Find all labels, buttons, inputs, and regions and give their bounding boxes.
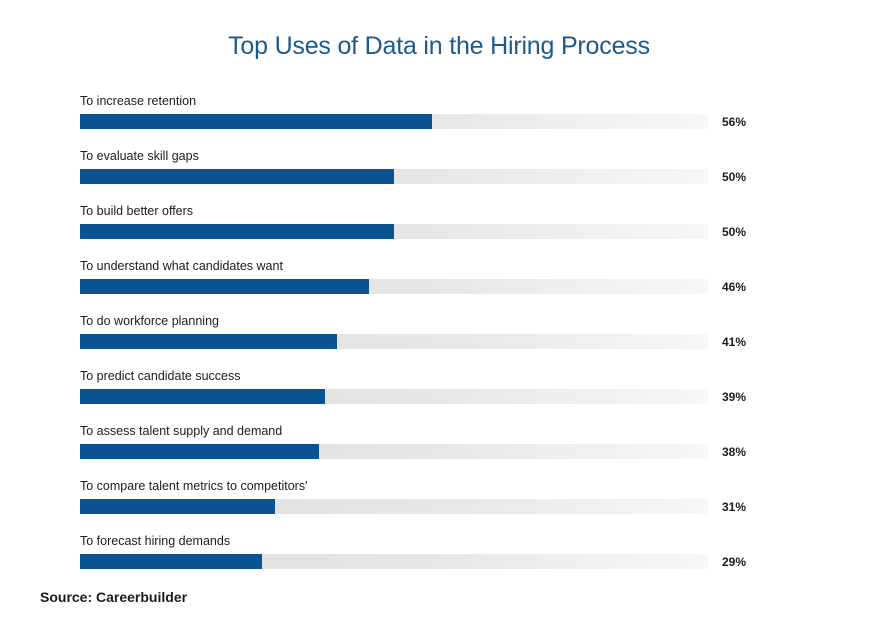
value-label: 39% bbox=[722, 390, 747, 404]
category-label: To forecast hiring demands bbox=[80, 534, 231, 548]
category-label: To increase retention bbox=[80, 94, 197, 108]
value-label: 41% bbox=[722, 335, 747, 349]
value-label: 56% bbox=[722, 115, 747, 129]
value-label: 46% bbox=[722, 280, 747, 294]
value-label: 38% bbox=[722, 445, 747, 459]
value-label: 31% bbox=[722, 500, 747, 514]
bar-track bbox=[80, 499, 708, 514]
bar-row: To predict candidate success 39% bbox=[80, 369, 780, 424]
bar bbox=[80, 114, 432, 129]
bar-row: To evaluate skill gaps 50% bbox=[80, 149, 780, 204]
source-note: Source: Careerbuilder bbox=[40, 589, 188, 605]
bar-track bbox=[80, 224, 708, 239]
bar bbox=[80, 279, 369, 294]
category-label: To build better offers bbox=[80, 204, 194, 218]
bar-chart: To increase retention 56% To evaluate skil… bbox=[80, 94, 780, 589]
value-label: 50% bbox=[722, 225, 747, 239]
category-label: To evaluate skill gaps bbox=[80, 149, 199, 163]
bar bbox=[80, 499, 275, 514]
bar-track bbox=[80, 334, 708, 349]
value-label: 50% bbox=[722, 170, 747, 184]
bar bbox=[80, 389, 325, 404]
bar-track bbox=[80, 554, 708, 569]
bar bbox=[80, 224, 394, 239]
category-label: To predict candidate success bbox=[80, 369, 241, 383]
bar-row: To forecast hiring demands 29% bbox=[80, 534, 780, 589]
bar-row: To increase retention 56% bbox=[80, 94, 780, 149]
bar bbox=[80, 444, 319, 459]
bar-row: To build better offers 50% bbox=[80, 204, 780, 259]
bar-track bbox=[80, 169, 708, 184]
value-label: 29% bbox=[722, 555, 747, 569]
bar-row: To assess talent supply and demand 38% bbox=[80, 424, 780, 479]
category-label: To assess talent supply and demand bbox=[80, 424, 283, 438]
bar-track bbox=[80, 279, 708, 294]
bar bbox=[80, 169, 394, 184]
bar-track bbox=[80, 114, 708, 129]
chart-title: Top Uses of Data in the Hiring Process bbox=[228, 32, 650, 60]
bar bbox=[80, 334, 338, 349]
bar-track bbox=[80, 444, 708, 459]
bar-track bbox=[80, 389, 708, 404]
category-label: To compare talent metrics to competitors… bbox=[80, 479, 308, 493]
bar bbox=[80, 554, 263, 569]
category-label: To do workforce planning bbox=[80, 314, 219, 328]
bar-row: To compare talent metrics to competitors… bbox=[80, 479, 780, 534]
category-label: To understand what candidates want bbox=[80, 259, 283, 273]
bar-row: To do workforce planning 41% bbox=[80, 314, 780, 369]
bar-row: To understand what candidates want 46% bbox=[80, 259, 780, 314]
